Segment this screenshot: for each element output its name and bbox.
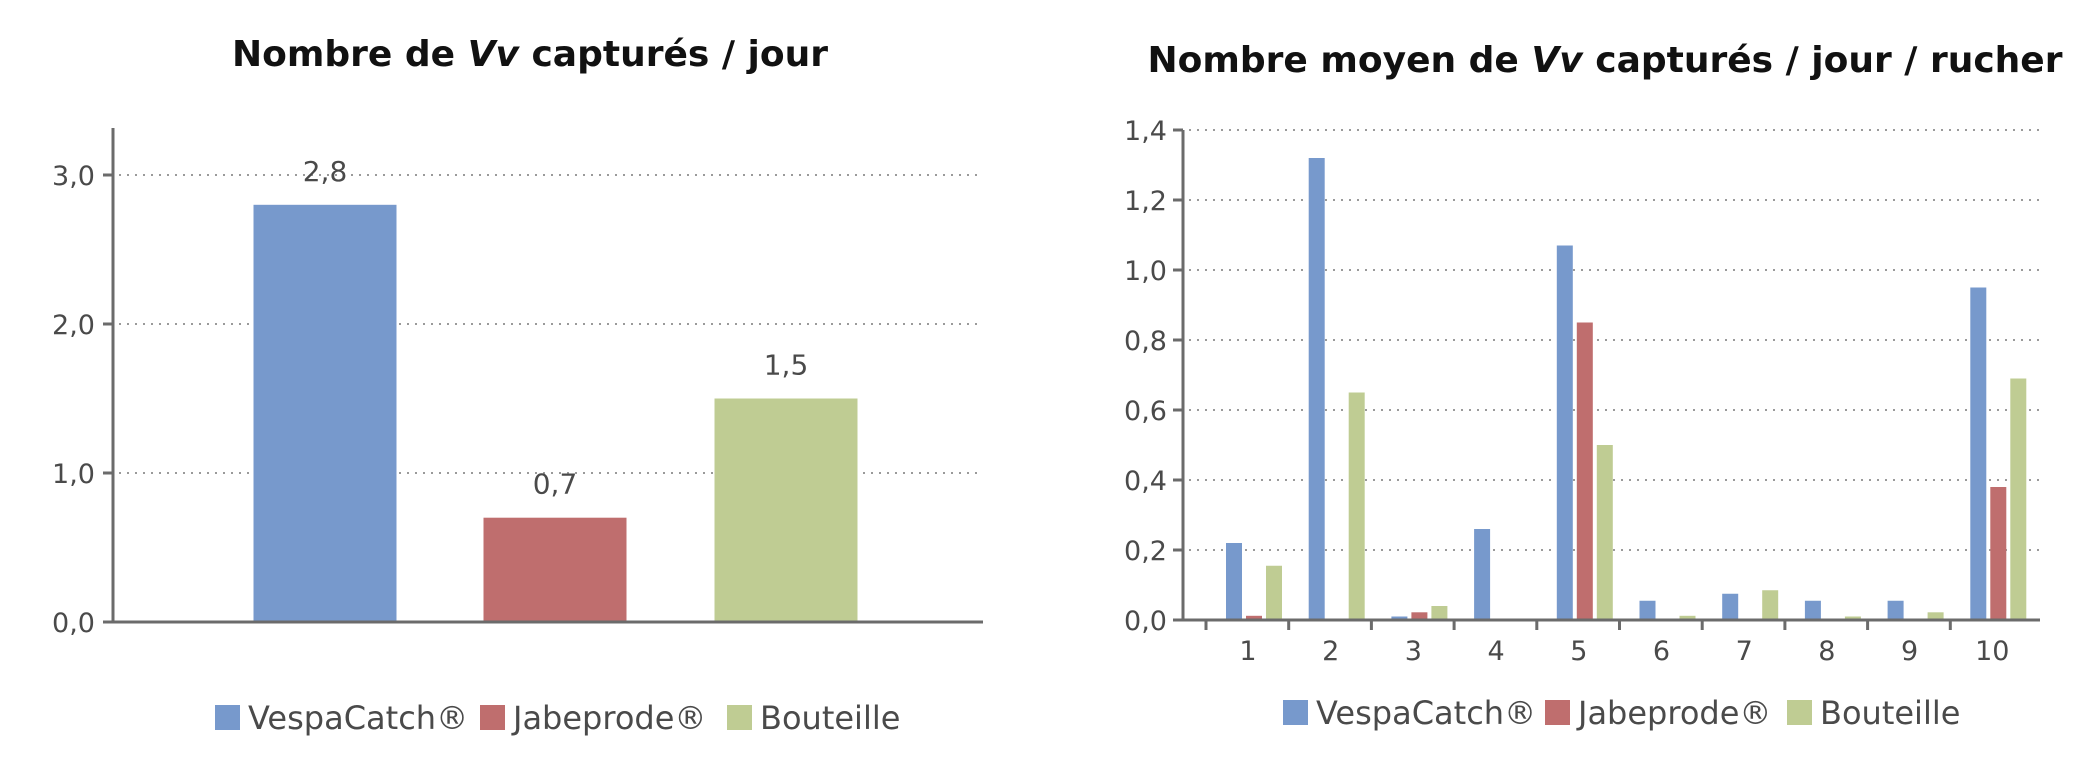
x-tick-label: 1 bbox=[1239, 636, 1256, 667]
bar-1-4 bbox=[1474, 529, 1491, 620]
legend-label: VespaCatch® bbox=[248, 699, 468, 737]
y-tick-label: 0,8 bbox=[1124, 326, 1167, 357]
bar-3-6 bbox=[1679, 615, 1696, 620]
legend: VespaCatch® Jabeprode® Bouteille bbox=[215, 699, 900, 737]
legend-label: VespaCatch® bbox=[1316, 694, 1536, 732]
y-tick-label: 2,0 bbox=[52, 310, 95, 341]
legend-swatch bbox=[727, 705, 752, 730]
legend-swatch bbox=[480, 705, 505, 730]
bar-1-7 bbox=[1722, 593, 1739, 620]
y-tick-label: 0,4 bbox=[1124, 466, 1167, 497]
data-labels: 2,8 0,7 1,5 bbox=[303, 155, 809, 501]
legend-swatch bbox=[1787, 700, 1812, 725]
title-before: Nombre de bbox=[232, 34, 468, 75]
x-tick-label: 6 bbox=[1653, 636, 1670, 667]
legend-swatch bbox=[1545, 700, 1570, 725]
legend-label: Jabeprode® bbox=[1576, 694, 1771, 732]
bar-1-6 bbox=[1639, 600, 1656, 620]
bar-2-10 bbox=[1990, 487, 2007, 620]
bar-3-8 bbox=[1844, 616, 1861, 620]
bar-1 bbox=[253, 204, 397, 623]
x-tick-label: 4 bbox=[1488, 636, 1505, 667]
gridlines bbox=[1189, 129, 2040, 551]
y-tick-label: 1,0 bbox=[52, 459, 95, 490]
bar-3-2 bbox=[1348, 392, 1365, 620]
data-label: 1,5 bbox=[764, 349, 809, 382]
bar-1-1 bbox=[1226, 543, 1242, 620]
chart-mean-captures-per-apiary: Nombre moyen de Vv capturés / jour / ruc… bbox=[1124, 40, 2063, 732]
axes bbox=[103, 128, 983, 624]
y-tick-label: 0,0 bbox=[52, 608, 95, 639]
y-tick-label: 1,0 bbox=[1124, 256, 1167, 287]
bar-1-9 bbox=[1887, 600, 1904, 620]
x-tick-label: 10 bbox=[1975, 636, 2009, 667]
title-italic: Vv bbox=[1531, 40, 1584, 81]
x-tick-label: 2 bbox=[1322, 636, 1339, 667]
bar-3-9 bbox=[1927, 612, 1944, 620]
y-tick-label: 0,0 bbox=[1124, 606, 1167, 637]
legend: VespaCatch® Jabeprode® Bouteille bbox=[1283, 694, 1960, 732]
x-tick-label: 9 bbox=[1901, 636, 1918, 667]
y-tick-label: 1,2 bbox=[1124, 186, 1167, 217]
bar-1-10 bbox=[1970, 287, 1987, 620]
bar-2-1 bbox=[1246, 615, 1262, 620]
x-tick-label: 8 bbox=[1818, 636, 1835, 667]
legend-label: Bouteille bbox=[760, 699, 900, 737]
data-label: 0,7 bbox=[533, 468, 578, 501]
y-tick-label: 0,2 bbox=[1124, 536, 1167, 567]
chart-title: Nombre moyen de Vv capturés / jour / ruc… bbox=[1148, 40, 2063, 81]
y-axis-tick-labels: 0,0 1,0 2,0 3,0 bbox=[52, 161, 95, 639]
y-tick-label: 0,6 bbox=[1124, 396, 1167, 427]
bar-2 bbox=[483, 517, 627, 622]
bar-2-3 bbox=[1411, 612, 1428, 620]
legend-label: Bouteille bbox=[1820, 694, 1960, 732]
x-tick-label: 3 bbox=[1405, 636, 1422, 667]
bars bbox=[253, 204, 858, 623]
bar-1-5 bbox=[1556, 245, 1573, 620]
title-after: capturés / jour bbox=[519, 34, 828, 75]
title-before: Nombre moyen de bbox=[1148, 40, 1532, 81]
axes bbox=[1173, 128, 2040, 630]
y-axis-tick-labels: 0,0 0,2 0,4 0,6 0,8 1,0 1,2 1,4 bbox=[1124, 116, 1167, 637]
legend-label: Jabeprode® bbox=[511, 699, 706, 737]
legend-swatch bbox=[1283, 700, 1308, 725]
bar-3-3 bbox=[1431, 606, 1448, 620]
title-italic: Vv bbox=[468, 34, 521, 75]
y-tick-label: 3,0 bbox=[52, 161, 95, 192]
chart-title: Nombre de Vv capturés / jour bbox=[232, 34, 828, 75]
bar-3-5 bbox=[1596, 445, 1613, 620]
bar-3-7 bbox=[1762, 590, 1779, 620]
chart-captures-per-day: Nombre de Vv capturés / jour 0,0 1,0 2,0 3,… bbox=[52, 34, 983, 737]
bar-3 bbox=[714, 398, 858, 622]
legend-swatch bbox=[215, 705, 240, 730]
title-after: capturés / jour / rucher bbox=[1583, 40, 2063, 81]
data-label: 2,8 bbox=[303, 155, 348, 188]
x-tick-label: 7 bbox=[1736, 636, 1753, 667]
bar-1-8 bbox=[1804, 600, 1821, 620]
bars bbox=[1226, 158, 2027, 620]
bar-1-2 bbox=[1308, 158, 1325, 620]
bar-3-1 bbox=[1266, 565, 1282, 620]
x-tick-label: 5 bbox=[1570, 636, 1587, 667]
y-tick-label: 1,4 bbox=[1124, 116, 1167, 147]
bar-1-3 bbox=[1391, 616, 1408, 620]
x-axis-tick-labels: 1 2 3 4 5 6 7 8 9 10 bbox=[1239, 636, 2009, 667]
bar-2-5 bbox=[1576, 322, 1593, 620]
bar-3-10 bbox=[2010, 378, 2027, 620]
